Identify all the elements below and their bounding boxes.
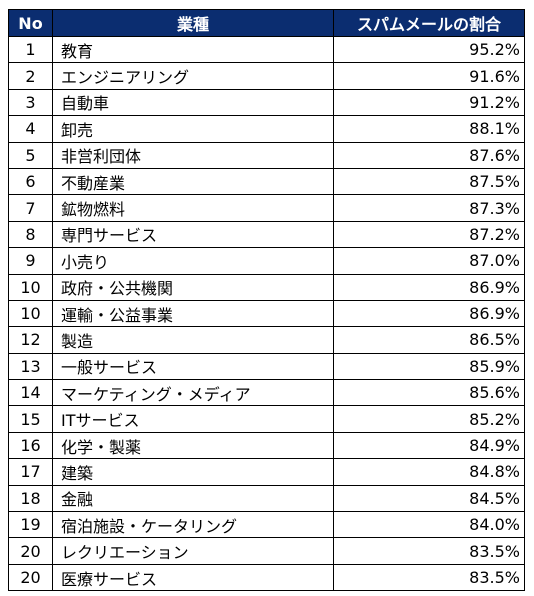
ratio-cell: 87.6% bbox=[333, 141, 525, 169]
industry-cell: 専門サービス bbox=[52, 220, 334, 249]
header-no: No bbox=[8, 9, 53, 37]
ratio-cell: 91.6% bbox=[333, 62, 525, 90]
table-row: 6 不動産業 87.5% bbox=[8, 167, 525, 196]
table-row: 15 ITサービス 85.2% bbox=[8, 405, 525, 433]
rank-cell: 15 bbox=[8, 405, 53, 433]
ratio-cell: 91.2% bbox=[333, 88, 525, 117]
table-row: 9 小売り 87.0% bbox=[8, 247, 525, 275]
header-ratio: スパムメールの割合 bbox=[333, 9, 525, 37]
rank-cell: 20 bbox=[8, 563, 53, 592]
rank-cell: 4 bbox=[8, 115, 53, 143]
ratio-cell: 95.2% bbox=[333, 35, 525, 64]
table-row: 14 マーケティング・メディア 85.6% bbox=[8, 379, 525, 407]
rank-cell: 7 bbox=[8, 194, 53, 222]
table-row: 7 鉱物燃料 87.3% bbox=[8, 194, 525, 222]
rank-cell: 13 bbox=[8, 352, 53, 381]
table-row: 10 運輸・公益事業 86.9% bbox=[8, 299, 525, 328]
industry-cell: 製造 bbox=[52, 326, 334, 354]
table-row: 8 専門サービス 87.2% bbox=[8, 220, 525, 249]
ratio-cell: 87.0% bbox=[333, 247, 525, 275]
industry-cell: 宿泊施設・ケータリング bbox=[52, 511, 334, 539]
rank-cell: 10 bbox=[8, 299, 53, 328]
ratio-cell: 85.9% bbox=[333, 352, 525, 381]
table-row: 3 自動車 91.2% bbox=[8, 88, 525, 117]
ratio-cell: 84.9% bbox=[333, 431, 525, 460]
industry-cell: 自動車 bbox=[52, 88, 334, 117]
table-row: 1 教育 95.2% bbox=[8, 35, 525, 64]
rank-cell: 6 bbox=[8, 167, 53, 196]
industry-cell: エンジニアリング bbox=[52, 62, 334, 90]
table-row: 5 非営利団体 87.6% bbox=[8, 141, 525, 169]
industry-cell: 鉱物燃料 bbox=[52, 194, 334, 222]
ratio-cell: 84.5% bbox=[333, 484, 525, 513]
table-row: 13 一般サービス 85.9% bbox=[8, 352, 525, 381]
rank-cell: 9 bbox=[8, 247, 53, 275]
rank-cell: 18 bbox=[8, 484, 53, 513]
industry-cell: レクリエーション bbox=[52, 537, 334, 565]
rank-cell: 12 bbox=[8, 326, 53, 354]
ratio-cell: 84.0% bbox=[333, 511, 525, 539]
industry-cell: 化学・製薬 bbox=[52, 431, 334, 460]
industry-cell: 一般サービス bbox=[52, 352, 334, 381]
industry-cell: ITサービス bbox=[52, 405, 334, 433]
rank-cell: 19 bbox=[8, 511, 53, 539]
rank-cell: 8 bbox=[8, 220, 53, 249]
table-row: 12 製造 86.5% bbox=[8, 326, 525, 354]
table-row: 4 卸売 88.1% bbox=[8, 115, 525, 143]
table-row: 17 建築 84.8% bbox=[8, 458, 525, 486]
industry-cell: 運輸・公益事業 bbox=[52, 299, 334, 328]
ratio-cell: 87.2% bbox=[333, 220, 525, 249]
ratio-cell: 85.6% bbox=[333, 379, 525, 407]
ratio-cell: 86.5% bbox=[333, 326, 525, 354]
header-row: No 業種 スパムメールの割合 bbox=[8, 9, 525, 37]
table-row: 10 政府・公共機関 86.9% bbox=[8, 273, 525, 301]
table-row: 16 化学・製薬 84.9% bbox=[8, 431, 525, 460]
industry-cell: 卸売 bbox=[52, 115, 334, 143]
rank-cell: 10 bbox=[8, 273, 53, 301]
rank-cell: 3 bbox=[8, 88, 53, 117]
rank-cell: 14 bbox=[8, 379, 53, 407]
ratio-cell: 86.9% bbox=[333, 299, 525, 328]
ratio-cell: 86.9% bbox=[333, 273, 525, 301]
industry-cell: 不動産業 bbox=[52, 167, 334, 196]
rank-cell: 16 bbox=[8, 431, 53, 460]
table-row: 19 宿泊施設・ケータリング 84.0% bbox=[8, 511, 525, 539]
industry-cell: 建築 bbox=[52, 458, 334, 486]
header-industry: 業種 bbox=[52, 9, 334, 37]
ratio-cell: 83.5% bbox=[333, 537, 525, 565]
industry-cell: 非営利団体 bbox=[52, 141, 334, 169]
rank-cell: 20 bbox=[8, 537, 53, 565]
ratio-cell: 87.3% bbox=[333, 194, 525, 222]
table-row: 18 金融 84.5% bbox=[8, 484, 525, 513]
rank-cell: 1 bbox=[8, 35, 53, 64]
ratio-cell: 84.8% bbox=[333, 458, 525, 486]
table-row: 20 レクリエーション 83.5% bbox=[8, 537, 525, 565]
rank-cell: 2 bbox=[8, 62, 53, 90]
ratio-cell: 87.5% bbox=[333, 167, 525, 196]
ratio-cell: 85.2% bbox=[333, 405, 525, 433]
industry-cell: 金融 bbox=[52, 484, 334, 513]
industry-cell: 小売り bbox=[52, 247, 334, 275]
ratio-cell: 83.5% bbox=[333, 563, 525, 592]
spam-ratio-table-container: No 業種 スパムメールの割合 1 教育 95.2% 2 エンジニアリング 91.6% 3 自… bbox=[8, 9, 525, 592]
rank-cell: 5 bbox=[8, 141, 53, 169]
rank-cell: 17 bbox=[8, 458, 53, 486]
table-row: 2 エンジニアリング 91.6% bbox=[8, 62, 525, 90]
industry-cell: 政府・公共機関 bbox=[52, 273, 334, 301]
spam-ratio-table: No 業種 スパムメールの割合 1 教育 95.2% 2 エンジニアリング 91.6% 3 自… bbox=[8, 9, 525, 592]
table-header: No 業種 スパムメールの割合 bbox=[8, 9, 525, 37]
industry-cell: マーケティング・メディア bbox=[52, 379, 334, 407]
ratio-cell: 88.1% bbox=[333, 115, 525, 143]
industry-cell: 教育 bbox=[52, 35, 334, 64]
table-row: 20 医療サービス 83.5% bbox=[8, 563, 525, 592]
table-body: 1 教育 95.2% 2 エンジニアリング 91.6% 3 自動車 91.2% 4 卸売 88.1% 5… bbox=[8, 35, 525, 592]
industry-cell: 医療サービス bbox=[52, 563, 334, 592]
